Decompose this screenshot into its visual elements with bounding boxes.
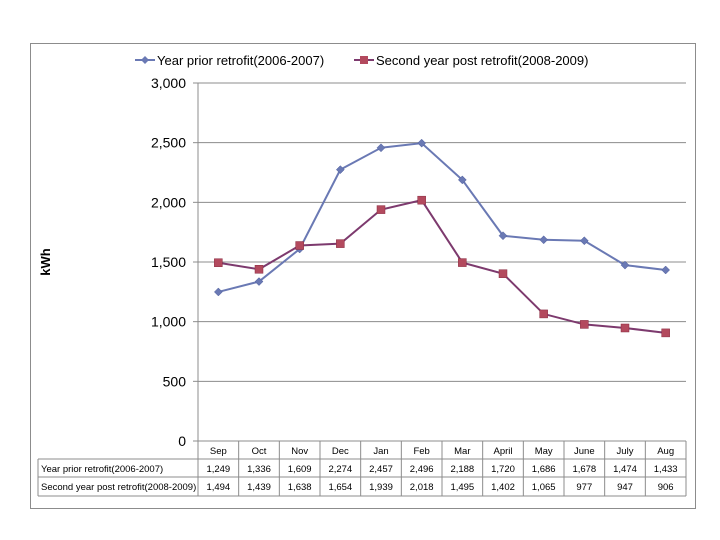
data-point-square bbox=[661, 328, 670, 338]
series-line-2 bbox=[218, 199, 666, 334]
y-tick-label: 0 bbox=[178, 433, 186, 449]
table-series-label: Year prior retrofit(2006-2007) bbox=[41, 464, 163, 475]
series-line-1 bbox=[218, 142, 666, 293]
table-value: 2,496 bbox=[410, 464, 434, 475]
legend-label: Year prior retrofit(2006-2007) bbox=[157, 53, 324, 68]
x-category-label: Feb bbox=[413, 446, 429, 457]
x-category-label: Nov bbox=[291, 446, 308, 457]
data-point-diamond bbox=[254, 277, 264, 286]
chart-frame bbox=[30, 43, 696, 509]
y-tick-label: 2,500 bbox=[151, 135, 186, 151]
table-value: 1,654 bbox=[328, 482, 352, 493]
data-point-square bbox=[580, 320, 589, 329]
data-point-square bbox=[295, 241, 304, 250]
data-point-diamond bbox=[620, 260, 630, 270]
x-category-label: Jan bbox=[373, 446, 388, 457]
table-value: 1,336 bbox=[247, 464, 271, 475]
x-category-label: Mar bbox=[454, 446, 470, 457]
data-point-diamond bbox=[661, 265, 671, 275]
y-axis-label: kWh bbox=[38, 248, 53, 276]
x-category-label: Oct bbox=[252, 446, 267, 457]
data-point-diamond bbox=[213, 287, 223, 297]
data-point-square bbox=[214, 258, 223, 267]
table-value: 906 bbox=[658, 482, 674, 493]
table-value: 1,495 bbox=[450, 482, 474, 493]
y-tick-label: 1,000 bbox=[151, 314, 186, 330]
table-value: 1,494 bbox=[206, 482, 230, 493]
table-value: 1,065 bbox=[532, 482, 556, 493]
table-value: 1,678 bbox=[572, 464, 596, 475]
data-point-diamond bbox=[457, 175, 467, 185]
data-point-square bbox=[254, 265, 264, 274]
data-point-diamond bbox=[579, 236, 589, 246]
data-point-diamond bbox=[417, 138, 427, 148]
table-value: 1,638 bbox=[288, 482, 312, 493]
data-point-square bbox=[336, 239, 345, 248]
x-category-label: July bbox=[617, 446, 634, 457]
table-value: 977 bbox=[576, 482, 592, 493]
table-value: 1,609 bbox=[288, 464, 312, 475]
x-category-label: May bbox=[535, 446, 553, 457]
y-tick-label: 500 bbox=[163, 373, 187, 389]
table-value: 1,720 bbox=[491, 464, 515, 475]
x-category-label: April bbox=[493, 446, 512, 457]
table-value: 2,274 bbox=[328, 464, 352, 475]
data-point-diamond bbox=[335, 165, 345, 174]
table-value: 947 bbox=[617, 482, 633, 493]
data-point-square bbox=[417, 195, 426, 205]
data-point-diamond bbox=[498, 231, 508, 241]
table-value: 1,402 bbox=[491, 482, 515, 493]
data-point-square bbox=[458, 258, 467, 267]
x-category-label: Aug bbox=[657, 446, 674, 457]
table-value: 2,018 bbox=[410, 482, 434, 493]
data-point-diamond bbox=[539, 235, 549, 245]
data-point-square bbox=[539, 309, 548, 319]
data-point-square bbox=[376, 205, 386, 214]
x-category-label: Sep bbox=[210, 446, 227, 457]
table-value: 1,439 bbox=[247, 482, 271, 493]
table-series-label: Second year post retrofit(2008-2009) bbox=[41, 482, 196, 493]
legend-diamond-icon bbox=[141, 56, 149, 64]
y-tick-label: 1,500 bbox=[151, 254, 186, 270]
data-point-square bbox=[498, 269, 508, 278]
legend-square-icon bbox=[360, 56, 368, 64]
table-value: 1,939 bbox=[369, 482, 393, 493]
legend-label: Second year post retrofit(2008-2009) bbox=[376, 53, 588, 68]
data-point-square bbox=[620, 323, 630, 333]
table-value: 1,686 bbox=[532, 464, 556, 475]
data-point-diamond bbox=[376, 143, 386, 153]
table-value: 2,188 bbox=[450, 464, 474, 475]
table-value: 1,433 bbox=[654, 464, 678, 475]
y-tick-label: 2,000 bbox=[151, 194, 186, 210]
table-value: 1,474 bbox=[613, 464, 637, 475]
table-value: 2,457 bbox=[369, 464, 393, 475]
table-value: 1,249 bbox=[206, 464, 230, 475]
x-category-label: Dec bbox=[332, 446, 349, 457]
y-tick-label: 3,000 bbox=[151, 75, 186, 91]
x-category-label: June bbox=[574, 446, 595, 457]
